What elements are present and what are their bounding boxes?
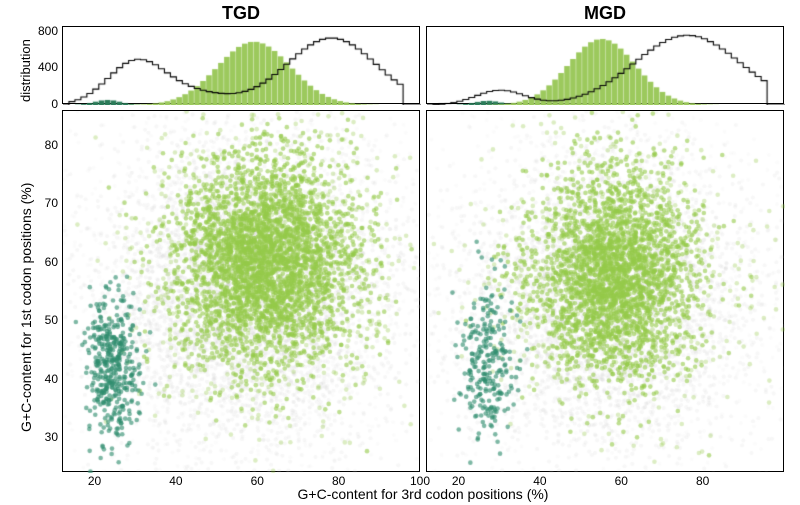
tick-label: 400 xyxy=(28,60,58,74)
scatter-canvas-mgd xyxy=(427,111,785,473)
tick-label: 40 xyxy=(528,474,552,488)
tick-label: 800 xyxy=(28,24,58,38)
tick-label: 20 xyxy=(83,474,107,488)
scatter-panel-mgd xyxy=(426,110,784,472)
title-mgd: MGD xyxy=(426,3,784,24)
tick-label: 60 xyxy=(34,255,58,269)
tick-label: 30 xyxy=(34,430,58,444)
scatter-canvas-tgd xyxy=(63,111,421,473)
hist-canvas-tgd xyxy=(63,27,421,105)
tick-label: 80 xyxy=(691,474,715,488)
y-axis-scatter-label: G+C-content for 1st codon positions (%) xyxy=(18,183,34,432)
tick-label: 80 xyxy=(327,474,351,488)
tick-label: 20 xyxy=(447,474,471,488)
x-axis-scatter-label: G+C-content for 3rd codon positions (%) xyxy=(62,486,784,502)
tick-label: 0 xyxy=(28,97,58,111)
tick-label: 60 xyxy=(245,474,269,488)
hist-panel-mgd xyxy=(426,26,784,104)
tick-label: 40 xyxy=(34,372,58,386)
hist-canvas-mgd xyxy=(427,27,785,105)
scatter-panel-tgd xyxy=(62,110,420,472)
tick-label: 60 xyxy=(609,474,633,488)
tick-label: 100 xyxy=(408,474,432,488)
tick-label: 80 xyxy=(34,138,58,152)
hist-panel-tgd xyxy=(62,26,420,104)
tick-label: 40 xyxy=(164,474,188,488)
tick-label: 50 xyxy=(34,313,58,327)
tick-label: 70 xyxy=(34,196,58,210)
title-tgd: TGD xyxy=(62,3,420,24)
figure-root: TGD MGD distribution G+C-content for 1st… xyxy=(0,0,800,505)
